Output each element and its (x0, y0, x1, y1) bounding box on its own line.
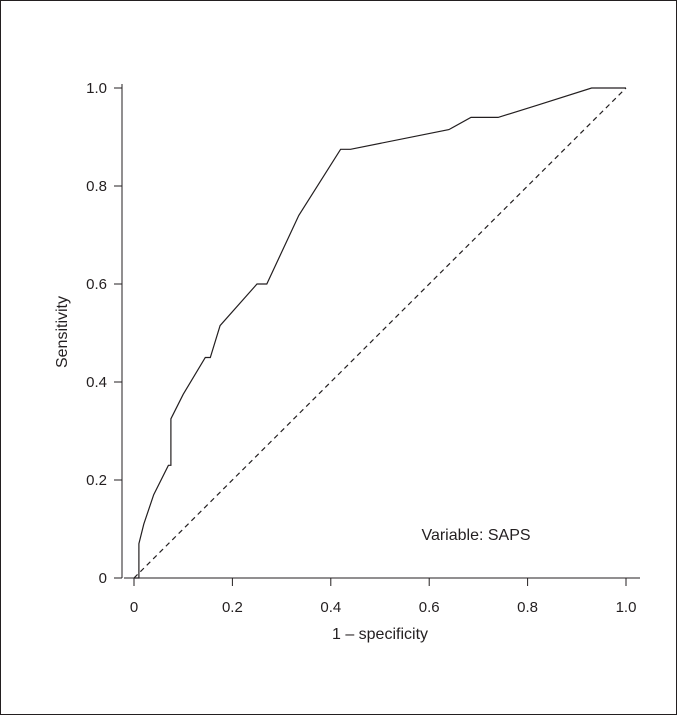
y-tick-label: 1.0 (86, 80, 107, 97)
reference-diagonal-line (133, 87, 627, 579)
x-tick-label: 0.8 (517, 599, 538, 616)
x-tick-label: 0.2 (222, 599, 243, 616)
roc-curve-line (134, 87, 626, 579)
series-group (133, 87, 627, 579)
x-tick-label: 1.0 (616, 599, 637, 616)
x-tick-label: 0.4 (320, 599, 341, 616)
x-axis-label: 1 – specificity (332, 626, 428, 643)
x-tick-label: 0 (130, 599, 138, 616)
y-tick-label: 0.4 (86, 374, 107, 391)
y-tick-label: 0.2 (86, 472, 107, 489)
y-tick-label: 0.8 (86, 178, 107, 195)
y-axis-label: Sensitivity (54, 296, 71, 368)
y-tick-label: 0.6 (86, 276, 107, 293)
annotation-text: Variable: SAPS (421, 527, 530, 544)
x-tick-label: 0.6 (419, 599, 440, 616)
axes: 0 0.2 0.4 0.6 0.8 1.0 0 0.2 0.4 0.6 0.8 1.0 (86, 80, 640, 616)
y-tick-label: 0 (99, 570, 107, 587)
